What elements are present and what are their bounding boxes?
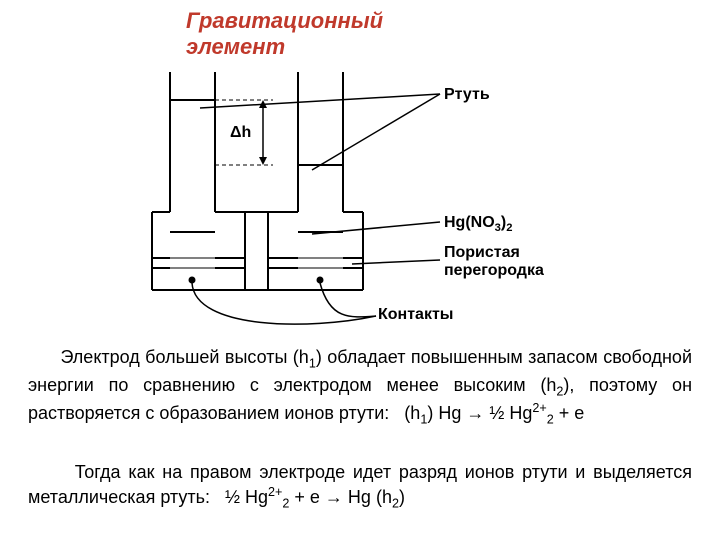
delta-h-label: Δh bbox=[230, 124, 251, 142]
label-porous-partition: Пористая перегородка bbox=[444, 244, 624, 281]
label-hgno3: Hg(NO3)2 bbox=[444, 214, 512, 235]
paragraph-2: Тогда как на правом электроде идет разря… bbox=[28, 460, 692, 513]
label-contacts: Контакты bbox=[378, 306, 453, 324]
label-mercury: Ртуть bbox=[444, 86, 490, 104]
paragraph-1: Электрод большей высоты (h1) обладает по… bbox=[28, 345, 692, 429]
